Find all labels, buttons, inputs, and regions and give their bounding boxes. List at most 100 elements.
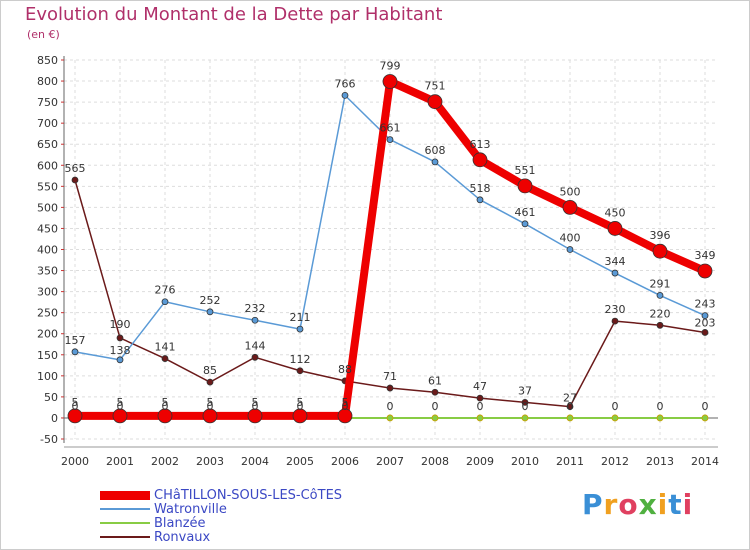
data-label-watronville: 232 [245,302,266,315]
logo-letter: P [582,488,604,521]
data-label-ronvaux: 203 [695,316,716,329]
data-label-watronville: 661 [380,122,401,135]
data-point-chatillon-sous-les-cotes [427,94,443,110]
y-tick-label: 400 [37,244,58,257]
data-label-chatillon-sous-les-cotes: 799 [380,59,401,72]
logo-letter: i [657,488,669,521]
y-tick-label: 800 [37,75,58,88]
data-point-ronvaux [566,403,574,410]
data-point-watronville [386,136,394,143]
data-label-watronville: 157 [65,334,86,347]
x-tick-label: 2002 [151,455,179,468]
y-tick-label: 100 [37,370,58,383]
data-label-chatillon-sous-les-cotes: 450 [605,206,626,219]
data-label-ronvaux: 141 [155,341,176,354]
data-label-watronville: 276 [155,284,176,297]
data-point-blanzee [386,414,394,422]
legend-swatch-watronville [100,508,150,510]
data-label-ronvaux: 27 [563,392,577,405]
legend-item-watronville: Watronville [100,501,227,517]
x-tick-label: 2014 [691,455,719,468]
data-label-watronville: 138 [110,344,131,357]
data-label-blanzee: 0 [432,400,439,413]
data-label-ronvaux: 37 [518,384,532,397]
data-point-watronville [116,356,124,364]
data-point-ronvaux [521,398,529,406]
y-tick-label: 600 [37,159,58,172]
x-tick-label: 2000 [61,455,89,468]
data-label-ronvaux: 230 [605,303,626,316]
x-tick-label: 2009 [466,455,494,468]
data-point-watronville [161,298,169,306]
legend-label-ronvaux: Ronvaux [154,529,211,545]
legend-label-watronville: Watronville [154,501,227,517]
x-tick-label: 2007 [376,455,404,468]
data-label-watronville: 400 [560,232,581,245]
data-point-blanzee [521,414,529,422]
data-label-watronville: 252 [200,294,221,307]
data-label-ronvaux: 47 [473,380,487,393]
data-point-chatillon-sous-les-cotes [652,243,668,259]
legend-item-chatillon: CHâTILLON-SOUS-LES-CôTES [100,487,342,503]
data-label-ronvaux: 71 [383,370,397,383]
data-label-blanzee: 0 [297,400,304,413]
data-label-blanzee: 0 [387,400,394,413]
data-point-watronville [521,220,529,228]
y-tick-label: 300 [37,286,58,299]
data-label-chatillon-sous-les-cotes: 5 [117,396,124,409]
x-tick-label: 2003 [196,455,224,468]
data-label-ronvaux: 112 [290,353,311,366]
data-point-ronvaux [296,367,304,375]
data-label-blanzee: 0 [657,400,664,413]
chart-title: Evolution du Montant de la Dette par Hab… [25,4,443,25]
y-tick-label: 250 [37,307,58,320]
data-point-chatillon-sous-les-cotes [562,199,578,215]
data-label-chatillon-sous-les-cotes: 5 [207,396,214,409]
data-point-watronville [71,348,79,356]
data-label-ronvaux: 565 [65,162,86,175]
x-tick-label: 2011 [556,455,584,468]
data-label-blanzee: 0 [567,400,574,413]
x-tick-label: 2005 [286,455,314,468]
data-point-ronvaux [116,334,124,342]
legend-item-blanzee: Blanzée [100,515,206,531]
data-label-watronville: 243 [695,298,716,311]
data-label-watronville: 518 [470,182,491,195]
data-point-watronville [296,325,304,333]
y-tick-label: 750 [37,96,58,109]
data-point-blanzee [431,414,439,422]
data-point-chatillon-sous-les-cotes [607,221,623,236]
data-point-blanzee [656,414,664,422]
legend-item-ronvaux: Ronvaux [100,529,210,545]
data-label-blanzee: 0 [522,400,529,413]
data-label-watronville: 766 [335,77,356,90]
data-label-chatillon-sous-les-cotes: 5 [252,396,259,409]
data-point-ronvaux [206,378,214,386]
data-label-watronville: 461 [515,206,536,219]
data-point-chatillon-sous-les-cotes [697,263,713,279]
data-label-chatillon-sous-les-cotes: 396 [650,229,671,242]
data-point-ronvaux [476,394,484,402]
data-point-chatillon-sous-les-cotes [112,408,128,424]
data-point-chatillon-sous-les-cotes [247,408,263,424]
x-tick-label: 2006 [331,455,359,468]
data-label-chatillon-sous-les-cotes: 5 [342,396,349,409]
x-tick-label: 2004 [241,455,269,468]
data-label-chatillon-sous-les-cotes: 349 [695,249,716,262]
x-tick-label: 2010 [511,455,539,468]
data-point-chatillon-sous-les-cotes [67,408,83,424]
y-tick-label: 450 [37,222,58,235]
data-label-chatillon-sous-les-cotes: 5 [72,396,79,409]
data-label-watronville: 211 [290,311,311,324]
data-label-ronvaux: 220 [650,307,671,320]
proxiti-logo: Proxiti [582,488,693,521]
data-label-chatillon-sous-les-cotes: 5 [297,396,304,409]
data-label-blanzee: 0 [207,400,214,413]
data-label-blanzee: 0 [162,400,169,413]
y-tick-label: 200 [37,328,58,341]
data-point-chatillon-sous-les-cotes [517,178,533,194]
y-tick-label: -50 [40,433,58,446]
data-point-blanzee [701,414,709,422]
data-point-ronvaux [161,355,169,362]
